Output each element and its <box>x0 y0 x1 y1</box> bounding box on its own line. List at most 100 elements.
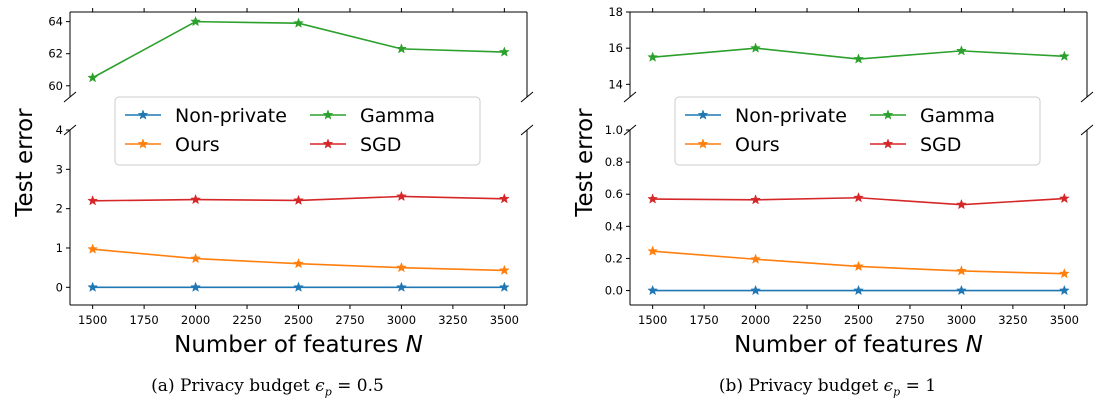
data-point-ours <box>87 243 99 254</box>
legend-label: SGD <box>360 134 401 156</box>
x-tick-label: 1750 <box>689 313 718 327</box>
data-point-non-private <box>1058 284 1070 296</box>
y-axis-label: Test error <box>12 108 38 218</box>
caption-a-math: ϵ <box>315 376 325 396</box>
data-point-sgd <box>647 193 659 204</box>
lower-y-tick-label: 0.4 <box>605 219 623 233</box>
data-point-ours <box>498 264 510 276</box>
legend-marker <box>137 138 149 149</box>
caption-b-text: Privacy budget <box>748 376 879 396</box>
data-point-sgd <box>853 192 864 203</box>
legend-label: Gamma <box>360 105 435 127</box>
legend-label: SGD <box>920 134 961 156</box>
chart-1: 1500 1750 2000 2250 2500 2750 3000 3250 3500 60 62… <box>12 8 534 358</box>
x-tick-label: 2500 <box>284 313 313 327</box>
data-point-sgd <box>395 190 407 202</box>
x-axis-label: Number of features N <box>174 332 423 358</box>
data-point-ours <box>395 261 407 273</box>
x-tick-label: 1750 <box>129 313 158 327</box>
legend-label: Ours <box>175 134 220 156</box>
caption-a: (a) Privacy budget ϵp = 0.5 <box>0 376 535 398</box>
x-axis-label-text: Number of features <box>734 332 966 358</box>
axis-break-mark <box>623 91 637 103</box>
x-axis-label-var: N <box>406 332 423 358</box>
data-point-ours <box>293 257 304 269</box>
data-point-gamma <box>647 51 659 62</box>
data-point-gamma <box>293 17 304 28</box>
lower-y-tick-label: 1.0 <box>605 123 623 137</box>
data-point-sgd <box>190 193 202 205</box>
data-point-non-private <box>955 284 967 296</box>
x-axis-label: Number of features N <box>734 332 983 358</box>
x-tick-label: 2500 <box>844 313 873 327</box>
legend-label: Ours <box>735 134 780 156</box>
upper-y-tick-label: 16 <box>608 41 623 55</box>
y-axis-label: Test error <box>572 108 598 218</box>
data-point-gamma <box>190 15 202 27</box>
data-point-ours <box>647 245 659 256</box>
x-tick-label: 2750 <box>335 313 364 327</box>
x-tick-label: 2750 <box>895 313 924 327</box>
data-point-non-private <box>293 281 304 292</box>
caption-b-label: (b) <box>718 376 744 396</box>
legend <box>114 96 481 166</box>
axis-break-mark <box>1080 91 1094 103</box>
caption-b-math: ϵ <box>883 376 894 396</box>
data-point-non-private <box>498 281 510 292</box>
lower-y-tick-label: 0.6 <box>605 187 623 201</box>
data-point-sgd <box>498 193 510 204</box>
data-point-sgd <box>955 198 967 210</box>
lower-y-tick-label: 0.0 <box>605 284 623 298</box>
x-tick-label: 2000 <box>741 313 770 327</box>
axis-break-mark <box>520 124 534 136</box>
caption-a-sub: p <box>324 385 332 399</box>
chart-2: 1500 1750 2000 2250 2500 2750 3000 3250 3500 14 16… <box>572 5 1094 358</box>
x-tick-label: 3500 <box>1050 313 1079 327</box>
x-tick-label: 3000 <box>387 313 416 327</box>
data-point-gamma <box>1058 50 1070 61</box>
legend-label: Non-private <box>735 105 847 127</box>
data-point-ours <box>1058 267 1070 279</box>
caption-a-eq: = 0.5 <box>337 376 384 396</box>
data-point-non-private <box>750 284 762 296</box>
data-point-non-private <box>87 281 99 292</box>
data-point-ours <box>853 260 864 272</box>
data-point-sgd <box>1058 192 1070 204</box>
caption-b-eq: = 1 <box>905 376 937 396</box>
x-axis-label-var: N <box>966 332 983 358</box>
upper-y-tick-label: 14 <box>608 77 623 91</box>
legend-marker <box>882 138 894 149</box>
series-line-gamma <box>92 20 505 79</box>
legend-label: Non-private <box>175 105 287 127</box>
data-point-ours <box>750 253 762 264</box>
caption-b: (b) Privacy budget ϵp = 1 <box>560 376 1095 398</box>
axis-break-mark <box>1080 124 1094 136</box>
caption-a-text: Privacy budget <box>179 376 310 396</box>
legend-marker <box>322 138 334 149</box>
x-tick-label: 1500 <box>78 313 107 327</box>
data-point-gamma <box>87 72 99 83</box>
x-tick-label: 2000 <box>181 313 210 327</box>
data-point-gamma <box>395 43 407 54</box>
caption-b-sub: p <box>893 385 901 399</box>
upper-y-tick-label: 62 <box>48 47 63 61</box>
upper-y-tick-label: 60 <box>48 79 63 93</box>
legend-label: Gamma <box>920 105 995 127</box>
lower-y-tick-label: 0.8 <box>605 155 623 169</box>
data-point-non-private <box>853 284 864 296</box>
axis-break-mark <box>520 91 534 103</box>
caption-a-label: (a) <box>151 376 175 396</box>
lower-y-tick-label: 3 <box>56 162 63 176</box>
x-tick-label: 2250 <box>792 313 821 327</box>
lower-y-tick-label: 0.2 <box>605 251 623 265</box>
data-point-sgd <box>750 194 762 205</box>
x-axis-label-text: Number of features <box>174 332 406 358</box>
data-point-non-private <box>395 281 407 292</box>
data-point-gamma <box>498 46 510 57</box>
legend-marker <box>322 109 334 120</box>
data-point-ours <box>955 265 967 276</box>
legend-marker <box>697 109 709 120</box>
legend-marker <box>882 109 894 120</box>
data-point-sgd <box>87 195 99 206</box>
